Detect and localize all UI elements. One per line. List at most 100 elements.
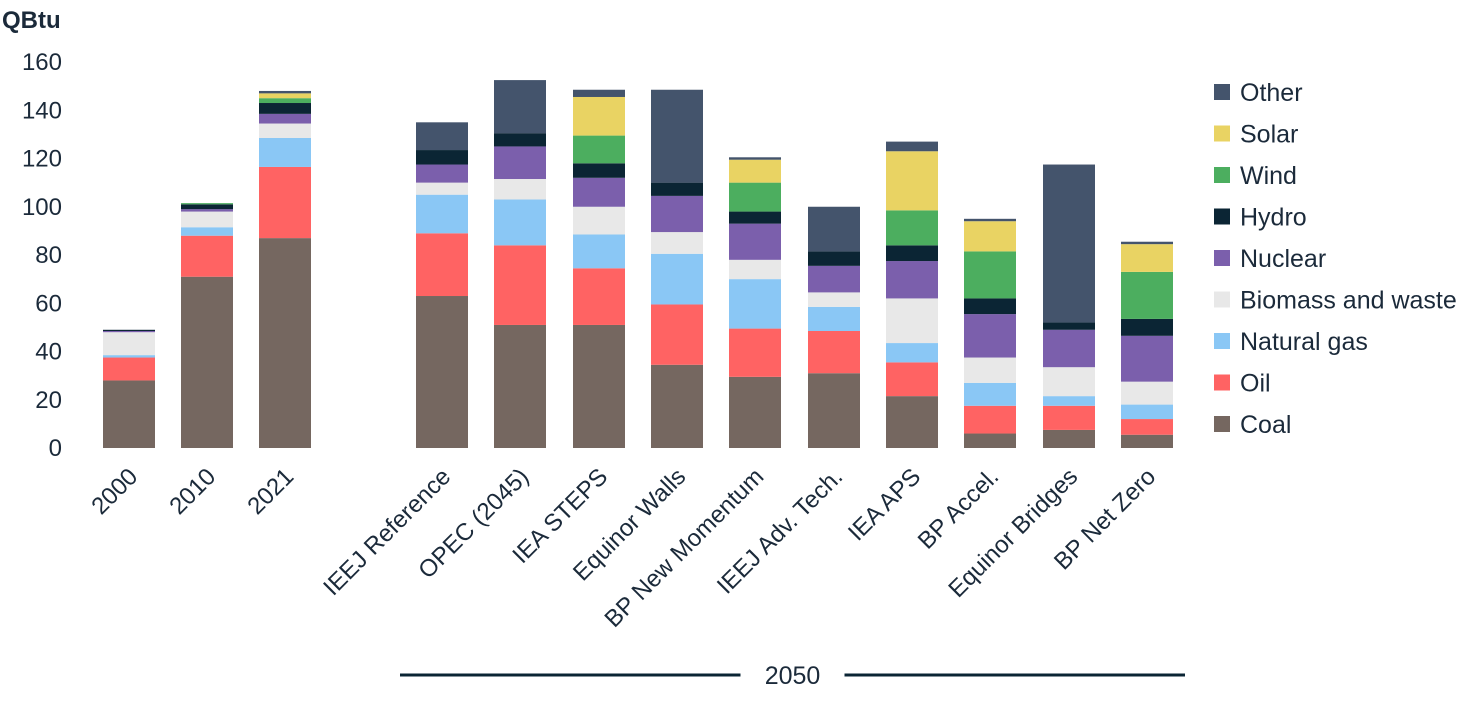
bar-segment-nuclear <box>494 146 546 180</box>
bar-segment-hydro <box>886 245 938 262</box>
legend-item: Coal <box>1214 411 1291 439</box>
bar-segment-wind <box>729 182 781 212</box>
bar-segment-oil <box>494 245 546 325</box>
bar-segment-coal <box>964 433 1016 448</box>
legend-label: Biomass and waste <box>1240 287 1457 315</box>
bar-segment-oil <box>651 304 703 365</box>
bar-segment-natural-gas <box>808 306 860 331</box>
bar-segment-coal <box>886 396 938 448</box>
bar-segment-biomass-and-waste <box>964 357 1016 383</box>
bar-segment-hydro <box>181 204 233 210</box>
bar-segment-biomass-and-waste <box>1121 381 1173 405</box>
y-tick-label: 100 <box>22 194 62 221</box>
bar-segment-biomass-and-waste <box>886 298 938 344</box>
legend-item: Natural gas <box>1214 328 1368 356</box>
y-tick-label: 40 <box>35 339 62 366</box>
bar-segment-hydro <box>573 163 625 178</box>
bar-segment-coal <box>651 364 703 448</box>
bar-segment-hydro <box>259 103 311 114</box>
bar-segment-coal <box>729 376 781 448</box>
legend-label: Wind <box>1240 162 1297 190</box>
bar-segment-solar <box>573 96 625 136</box>
bar-segment-biomass-and-waste <box>416 182 468 195</box>
x-tick-label: 2021 <box>242 463 299 520</box>
legend-swatch <box>1214 167 1230 183</box>
bar-segment-biomass-and-waste <box>729 259 781 280</box>
legend-item: Oil <box>1214 370 1271 398</box>
bar-segment-hydro <box>494 133 546 147</box>
bar-segment-other <box>651 89 703 183</box>
bar-segment-coal <box>259 238 311 448</box>
bar-stack <box>103 329 155 448</box>
bar-segment-other <box>1121 241 1173 245</box>
bars <box>103 80 1173 448</box>
legend-swatch <box>1214 84 1230 100</box>
bar-segment-wind <box>1121 271 1173 319</box>
bar-segment-hydro <box>1121 318 1173 336</box>
bar-segment-coal <box>494 324 546 448</box>
bar-segment-hydro <box>103 329 155 331</box>
bar-segment-natural-gas <box>729 279 781 329</box>
bar-segment-hydro <box>964 298 1016 315</box>
bar-segment-other <box>1043 164 1095 323</box>
bar-stack <box>573 89 625 448</box>
bar-segment-wind <box>964 251 1016 299</box>
bar-segment-coal <box>181 276 233 448</box>
bar-segment-coal <box>573 324 625 448</box>
y-tick-label: 140 <box>22 97 62 124</box>
legend: Other Solar Wind Hydro Nuclear Biomass and wa… <box>1214 79 1457 439</box>
legend-swatch <box>1214 208 1230 225</box>
bar-stack <box>494 80 546 448</box>
bar-segment-oil <box>729 328 781 377</box>
bar-segment-solar <box>886 151 938 211</box>
bar-segment-natural-gas <box>494 199 546 246</box>
bar-segment-biomass-and-waste <box>103 332 155 356</box>
bar-segment-coal <box>416 296 468 448</box>
bar-segment-hydro <box>808 251 860 266</box>
legend-label: Nuclear <box>1240 245 1326 273</box>
bar-segment-biomass-and-waste <box>651 232 703 254</box>
y-axis-ticks: 0 20 40 60 80 100 120 140 160 <box>22 49 62 462</box>
bar-segment-nuclear <box>651 195 703 233</box>
legend-swatch <box>1214 291 1230 308</box>
bar-segment-natural-gas <box>259 137 311 167</box>
y-tick-label: 120 <box>22 146 62 173</box>
legend-item: Wind <box>1214 162 1297 190</box>
y-tick-label: 60 <box>35 290 62 317</box>
bar-segment-nuclear <box>1121 335 1173 382</box>
bar-segment-coal <box>1043 429 1095 448</box>
bar-segment-oil <box>808 330 860 374</box>
legend-item: Hydro <box>1214 204 1307 232</box>
y-tick-label: 20 <box>35 387 62 414</box>
legend-item: Biomass and waste <box>1214 287 1457 315</box>
bar-segment-natural-gas <box>181 227 233 236</box>
bar-segment-natural-gas <box>886 343 938 363</box>
bar-segment-biomass-and-waste <box>494 179 546 200</box>
bar-stack <box>808 206 860 448</box>
bar-segment-nuclear <box>259 113 311 124</box>
bar-segment-biomass-and-waste <box>259 123 311 138</box>
x-tick-label: 2000 <box>86 463 143 520</box>
legend-label: Solar <box>1240 121 1298 149</box>
bar-segment-coal <box>808 373 860 448</box>
bar-segment-nuclear <box>808 265 860 293</box>
bar-stack <box>651 89 703 448</box>
bar-segment-biomass-and-waste <box>808 292 860 307</box>
bar-segment-nuclear <box>103 330 155 333</box>
bar-segment-wind <box>573 135 625 164</box>
bar-segment-other <box>416 122 468 151</box>
bar-segment-nuclear <box>886 261 938 299</box>
bar-segment-nuclear <box>416 164 468 183</box>
legend-item: Solar <box>1214 121 1298 149</box>
bar-segment-solar <box>964 221 1016 252</box>
bar-segment-biomass-and-waste <box>181 211 233 228</box>
legend-swatch <box>1214 250 1230 266</box>
y-tick-label: 160 <box>22 49 62 76</box>
bar-segment-solar <box>1121 244 1173 272</box>
legend-label: Coal <box>1240 411 1291 439</box>
x-tick-label: 2010 <box>164 463 221 520</box>
bar-segment-oil <box>964 405 1016 434</box>
bar-segment-natural-gas <box>1043 396 1095 406</box>
